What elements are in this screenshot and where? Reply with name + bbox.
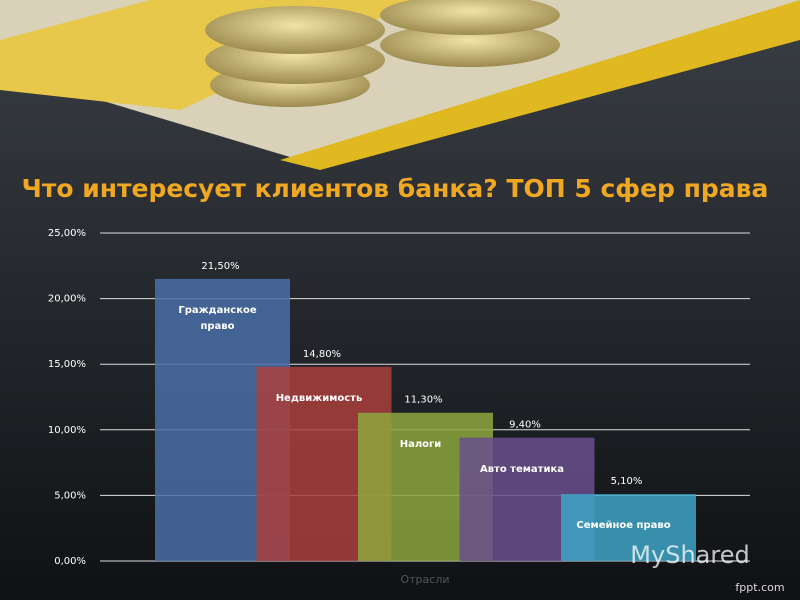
category-label: Авто тематика — [479, 463, 565, 475]
y-tick-label: 15,00% — [48, 359, 86, 370]
category-label: Недвижимость — [275, 392, 363, 404]
category-label: Налоги — [399, 438, 442, 450]
category-label: Налоги — [399, 438, 442, 450]
chart-title: Что интересует клиентов банка? ТОП 5 сфе… — [22, 174, 769, 203]
y-tick-label: 20,00% — [48, 294, 86, 305]
header-image — [0, 0, 800, 170]
watermark: MyShared — [630, 541, 749, 569]
category-label: Семейное право — [576, 520, 671, 532]
value-label: 5,10% — [611, 476, 643, 487]
category-label: Авто тематика — [479, 463, 565, 475]
value-label: 9,40% — [509, 420, 541, 431]
category-label: Гражданское право — [178, 304, 257, 332]
y-tick-label: 25,00% — [48, 228, 86, 239]
category-label: Гражданское право — [178, 304, 257, 332]
plot: 0,00% 5,00% 10,00% 15,00% 20,00% 25,00% 21,50%… — [48, 228, 750, 567]
y-tick-label: 0,00% — [54, 556, 86, 567]
y-tick-label: 10,00% — [48, 425, 86, 436]
y-tick-label: 5,00% — [54, 490, 86, 501]
category-label: Недвижимость — [275, 392, 363, 404]
footer: fppt.com — [735, 581, 784, 594]
bar — [561, 494, 696, 561]
value-label: 14,80% — [303, 349, 341, 360]
x-axis-label: Отрасли — [400, 573, 449, 586]
value-label: 11,30% — [404, 395, 442, 406]
category-label: Семейное право — [576, 520, 671, 532]
value-label: 21,50% — [201, 261, 239, 272]
